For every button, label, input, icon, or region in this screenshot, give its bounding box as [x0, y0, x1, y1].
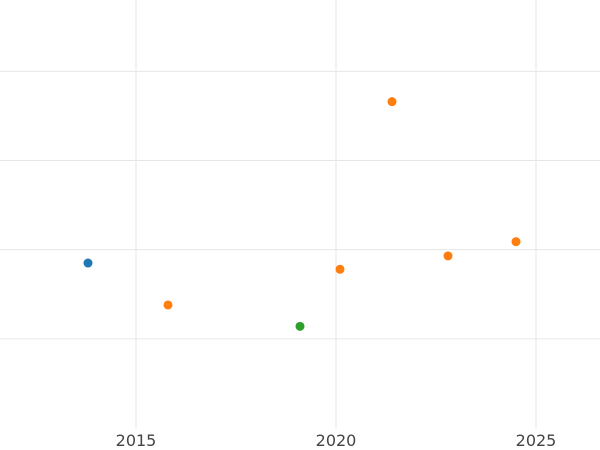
grid — [0, 0, 600, 428]
x-tick-label-0: 2015 — [116, 431, 157, 450]
x-tick-label-2: 2025 — [516, 431, 557, 450]
data-point-s1-1 — [335, 264, 345, 274]
data-point-s0-0 — [83, 258, 93, 268]
data-point-s1-0 — [163, 300, 173, 310]
data-point-s1-3 — [443, 251, 453, 261]
data-point-s2-0 — [295, 321, 305, 331]
data-points — [83, 97, 521, 331]
data-point-s1-2 — [387, 97, 397, 107]
x-tick-label-1: 2020 — [316, 431, 357, 450]
x-axis-tick-labels: 2015 2020 2025 — [116, 431, 557, 450]
data-point-s1-4 — [511, 237, 521, 247]
